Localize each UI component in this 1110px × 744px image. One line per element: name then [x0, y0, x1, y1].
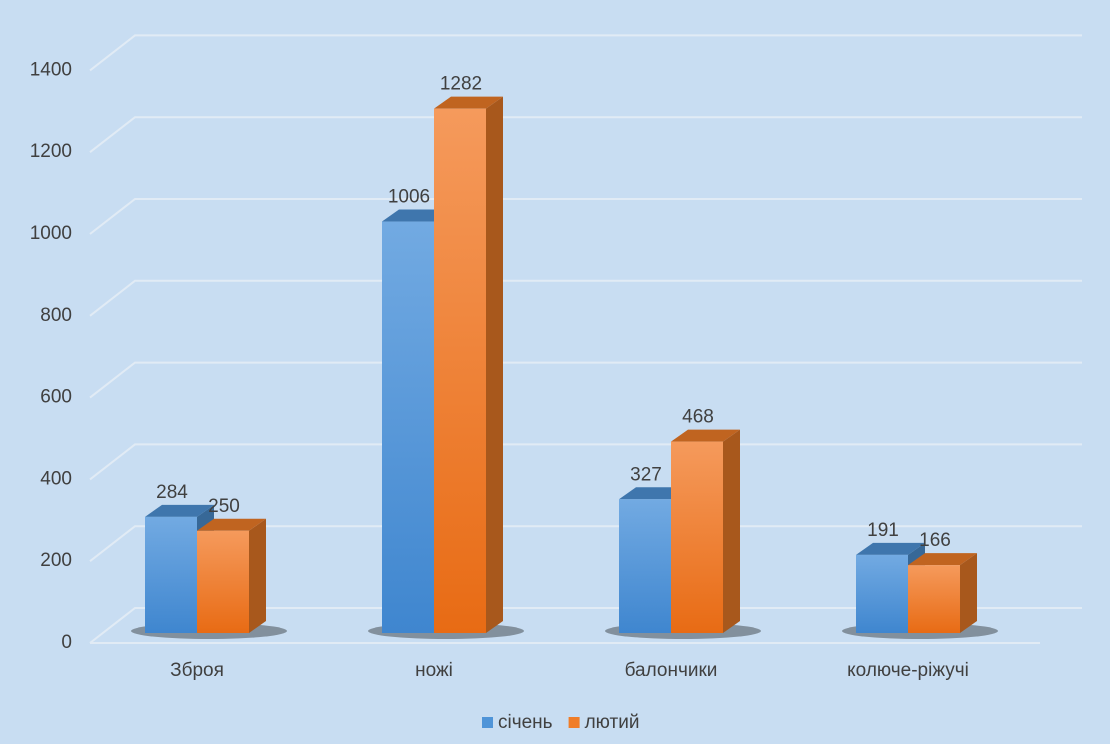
bar [619, 499, 671, 633]
bar-side [486, 96, 503, 634]
bar [434, 108, 486, 634]
x-tick-label: балончики [625, 660, 718, 681]
y-tick-label: 600 [40, 387, 72, 408]
bar [908, 565, 960, 633]
bar-top [671, 429, 740, 442]
bar-top [434, 96, 503, 109]
y-tick-label: 800 [40, 305, 72, 326]
y-tick-label: 200 [40, 550, 72, 571]
bar [145, 516, 197, 633]
bar-side [960, 553, 977, 633]
bar-side [249, 518, 266, 633]
bar [856, 554, 908, 633]
bar-side [723, 429, 740, 633]
legend-label: січень [498, 712, 553, 733]
grid-line [89, 116, 1082, 153]
bar-top [197, 518, 266, 531]
bar-top [145, 504, 214, 517]
data-label: 327 [630, 464, 662, 485]
bar [197, 530, 249, 633]
data-label: 166 [919, 530, 951, 551]
data-label: 1006 [388, 187, 430, 208]
legend-label: лютий [585, 712, 640, 733]
grid-line [89, 607, 1082, 644]
grid-line [89, 525, 1082, 562]
x-tick-label: ножі [415, 660, 453, 681]
grid-line [89, 34, 1082, 72]
bar-top [382, 209, 451, 222]
bar [671, 441, 723, 633]
y-tick-label: 0 [61, 632, 72, 653]
x-tick-label: Зброя [170, 660, 224, 681]
y-tick-label: 1400 [30, 59, 72, 80]
grid-line [89, 198, 1082, 235]
grid-line [89, 361, 1082, 399]
y-tick-label: 1000 [30, 223, 72, 244]
bar-top [619, 487, 688, 500]
data-label: 284 [156, 482, 188, 503]
bar-top [856, 542, 925, 555]
y-tick-label: 1200 [30, 141, 72, 162]
bar-top [908, 553, 977, 566]
grid-line [89, 279, 1082, 317]
y-tick-label: 400 [40, 468, 72, 489]
legend-swatch [568, 717, 580, 728]
data-label: 250 [208, 496, 240, 517]
bar [382, 221, 434, 633]
data-label: 468 [682, 407, 714, 428]
data-label: 191 [867, 520, 899, 541]
legend-swatch [482, 717, 493, 728]
x-tick-label: колюче-ріжучі [847, 660, 969, 681]
grid-line [89, 443, 1082, 481]
data-label: 1282 [440, 74, 482, 95]
